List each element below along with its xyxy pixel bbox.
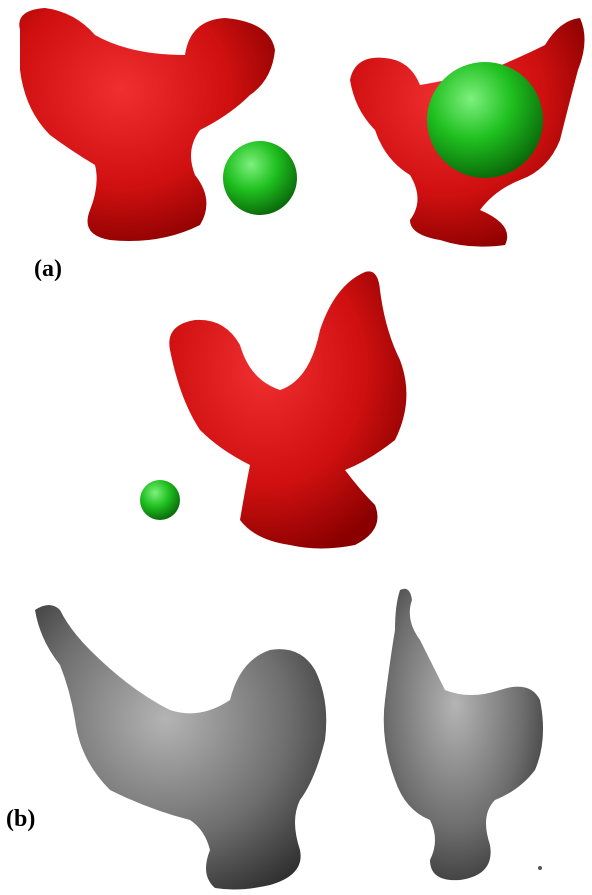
speck [538,866,542,870]
red-model [169,271,406,548]
gray-model [35,605,326,889]
panel-label: (a) [34,256,62,282]
gray-model [384,589,543,880]
green-sphere [223,141,297,215]
green-sphere [427,62,543,178]
panel-label: (b) [6,806,35,832]
figure: (a) (b) [0,0,592,895]
green-sphere [140,480,180,520]
